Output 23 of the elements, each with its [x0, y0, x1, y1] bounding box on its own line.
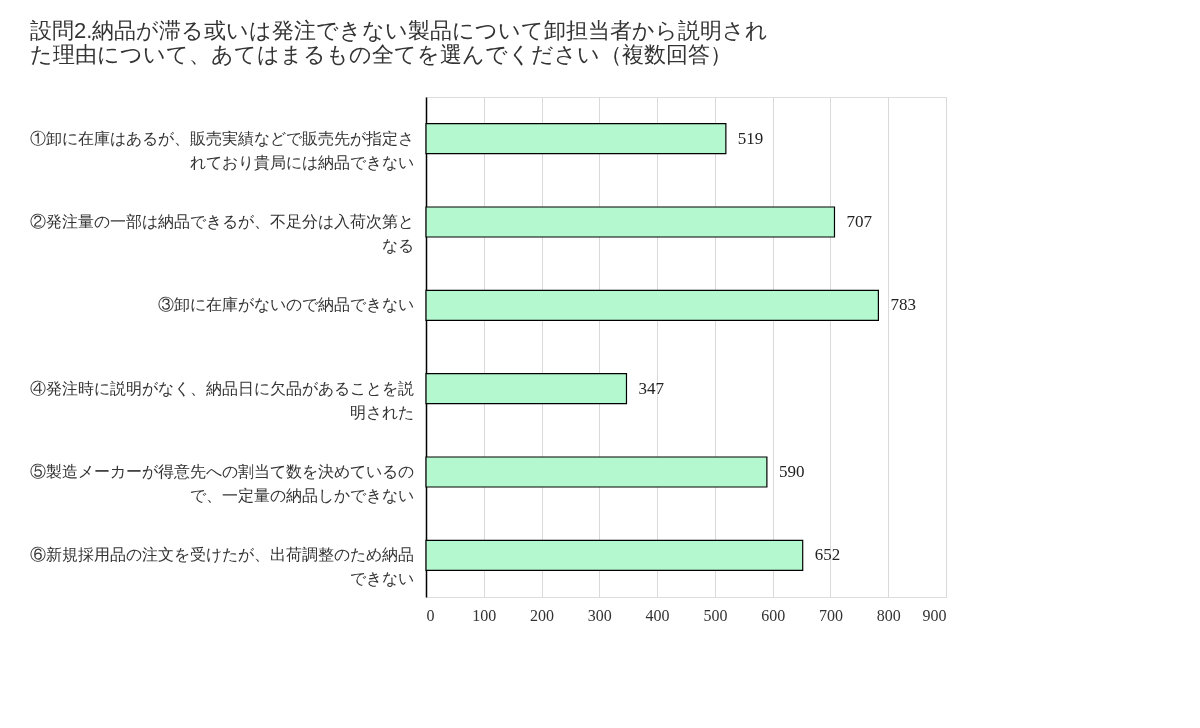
x-tick-label: 100	[472, 606, 497, 624]
y-tick-label: ⑤製造メーカーが得意先への割当て数を決めているので、一定量の納品しかできない	[30, 463, 414, 504]
data-label: 652	[814, 545, 841, 565]
x-tick-label: 0	[426, 606, 435, 624]
x-tick-label: 200	[530, 606, 555, 624]
x-tick-label: 500	[703, 606, 728, 624]
y-tick-label: ①卸に在庫はあるが、販売実績などで販売先が指定されており貴局には納品できない	[30, 129, 414, 171]
data-label: 590	[778, 462, 805, 481]
y-tick-label: ③卸に在庫がないので納品できない	[158, 296, 414, 314]
chart-title: 設問2.納品が滞る或いは発注できない製品について卸担当者から説明された理由について、あてはまるもの全てを選んでください（複数回答）	[30, 18, 769, 67]
y-tick-label: ⑥新規採用品の注文を受けたが、出荷調整のため納品できない	[30, 546, 414, 588]
data-label: 519	[737, 128, 764, 148]
x-tick-label: 700	[818, 606, 843, 624]
x-tick-label: 400	[645, 606, 670, 624]
y-tick-label: ②発注量の一部は納品できるが、不足分は入荷次第となる	[30, 213, 414, 254]
x-tick-label: 600	[761, 606, 786, 624]
x-tick-label: 900	[922, 606, 947, 624]
x-tick-label: 800	[876, 606, 901, 624]
data-label: 783	[890, 295, 916, 315]
data-label: 347	[638, 378, 665, 398]
data-label: 707	[846, 212, 873, 231]
x-tick-label: 300	[587, 606, 612, 624]
y-tick-label: ④発注時に説明がなく、納品日に欠品があることを説明された	[30, 379, 414, 421]
